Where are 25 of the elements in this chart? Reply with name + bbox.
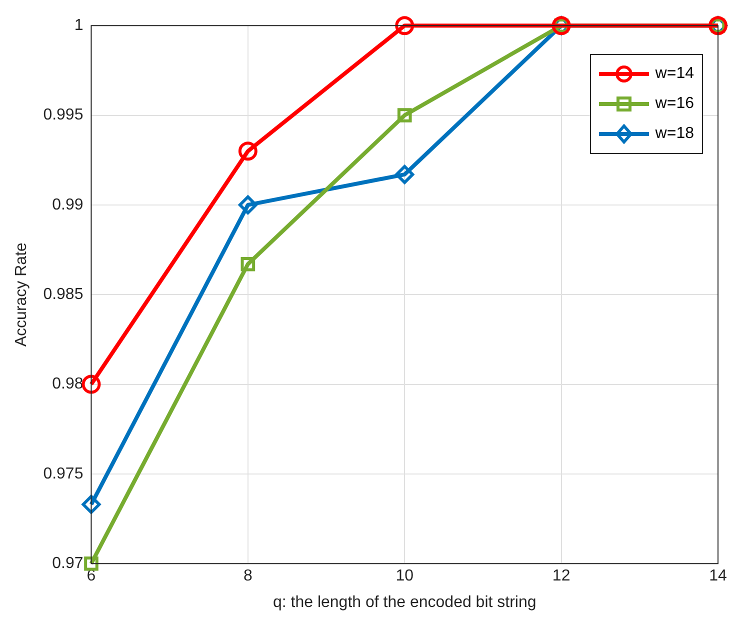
point [240, 256, 256, 272]
point [82, 374, 101, 394]
point [238, 142, 258, 161]
legend-label: w=14 [655, 64, 694, 83]
point [397, 108, 412, 122]
x-tick-label: 14 [709, 568, 727, 585]
y-tick-label: 0.98 [52, 376, 84, 393]
y-axis-title: Accuracy Rate [13, 242, 30, 347]
y-tick-label: 0.985 [43, 286, 84, 304]
x-tick-label: 10 [396, 568, 414, 585]
point [84, 556, 98, 571]
legend-label: w=16 [655, 94, 694, 113]
y-tick-label: 0.97 [52, 555, 84, 572]
point [395, 16, 414, 36]
x-tick-label: 8 [243, 568, 252, 585]
point [238, 195, 258, 214]
legend-label: w=18 [655, 124, 694, 143]
x-axis-title: q: the length of the encoded bit string [272, 594, 536, 611]
y-tick-label: 0.975 [43, 465, 84, 482]
y-tick-label: 0.99 [52, 196, 84, 214]
y-tick-label: 0.995 [43, 106, 84, 124]
point [395, 164, 414, 184]
point [82, 494, 101, 514]
x-tick-label: 12 [552, 568, 570, 585]
y-tick-label: 1 [74, 17, 84, 34]
